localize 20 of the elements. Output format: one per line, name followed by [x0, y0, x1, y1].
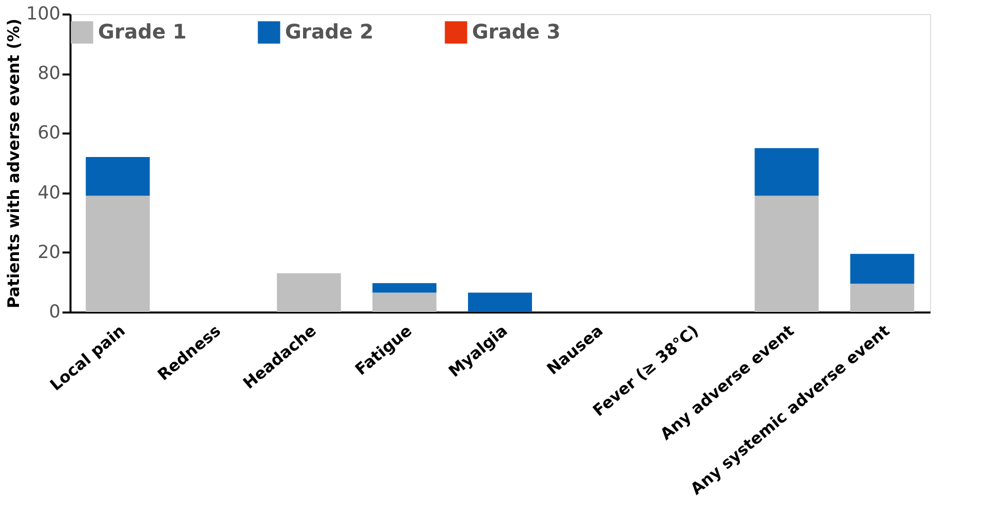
y-tick-label: 20 — [38, 242, 60, 263]
bar — [276, 273, 341, 312]
legend-label: Grade 3 — [472, 19, 561, 44]
bar — [850, 284, 914, 312]
legend-label: Grade 2 — [285, 19, 374, 44]
legend-label: Grade 1 — [98, 19, 187, 44]
bar — [850, 254, 914, 284]
bar — [754, 148, 819, 196]
bar — [754, 196, 819, 312]
bar — [372, 283, 436, 293]
bar — [86, 157, 150, 196]
y-tick-label: 40 — [38, 182, 60, 204]
y-tick-label: 80 — [38, 63, 60, 84]
y-tick-label: 0 — [49, 302, 60, 322]
y-tick-label: 100 — [26, 4, 60, 24]
bar — [86, 196, 150, 312]
y-tick-label: 60 — [38, 122, 60, 144]
bar — [468, 292, 532, 312]
bar — [372, 292, 436, 312]
y-axis-title: Patients with adverse event (%) — [4, 18, 24, 308]
